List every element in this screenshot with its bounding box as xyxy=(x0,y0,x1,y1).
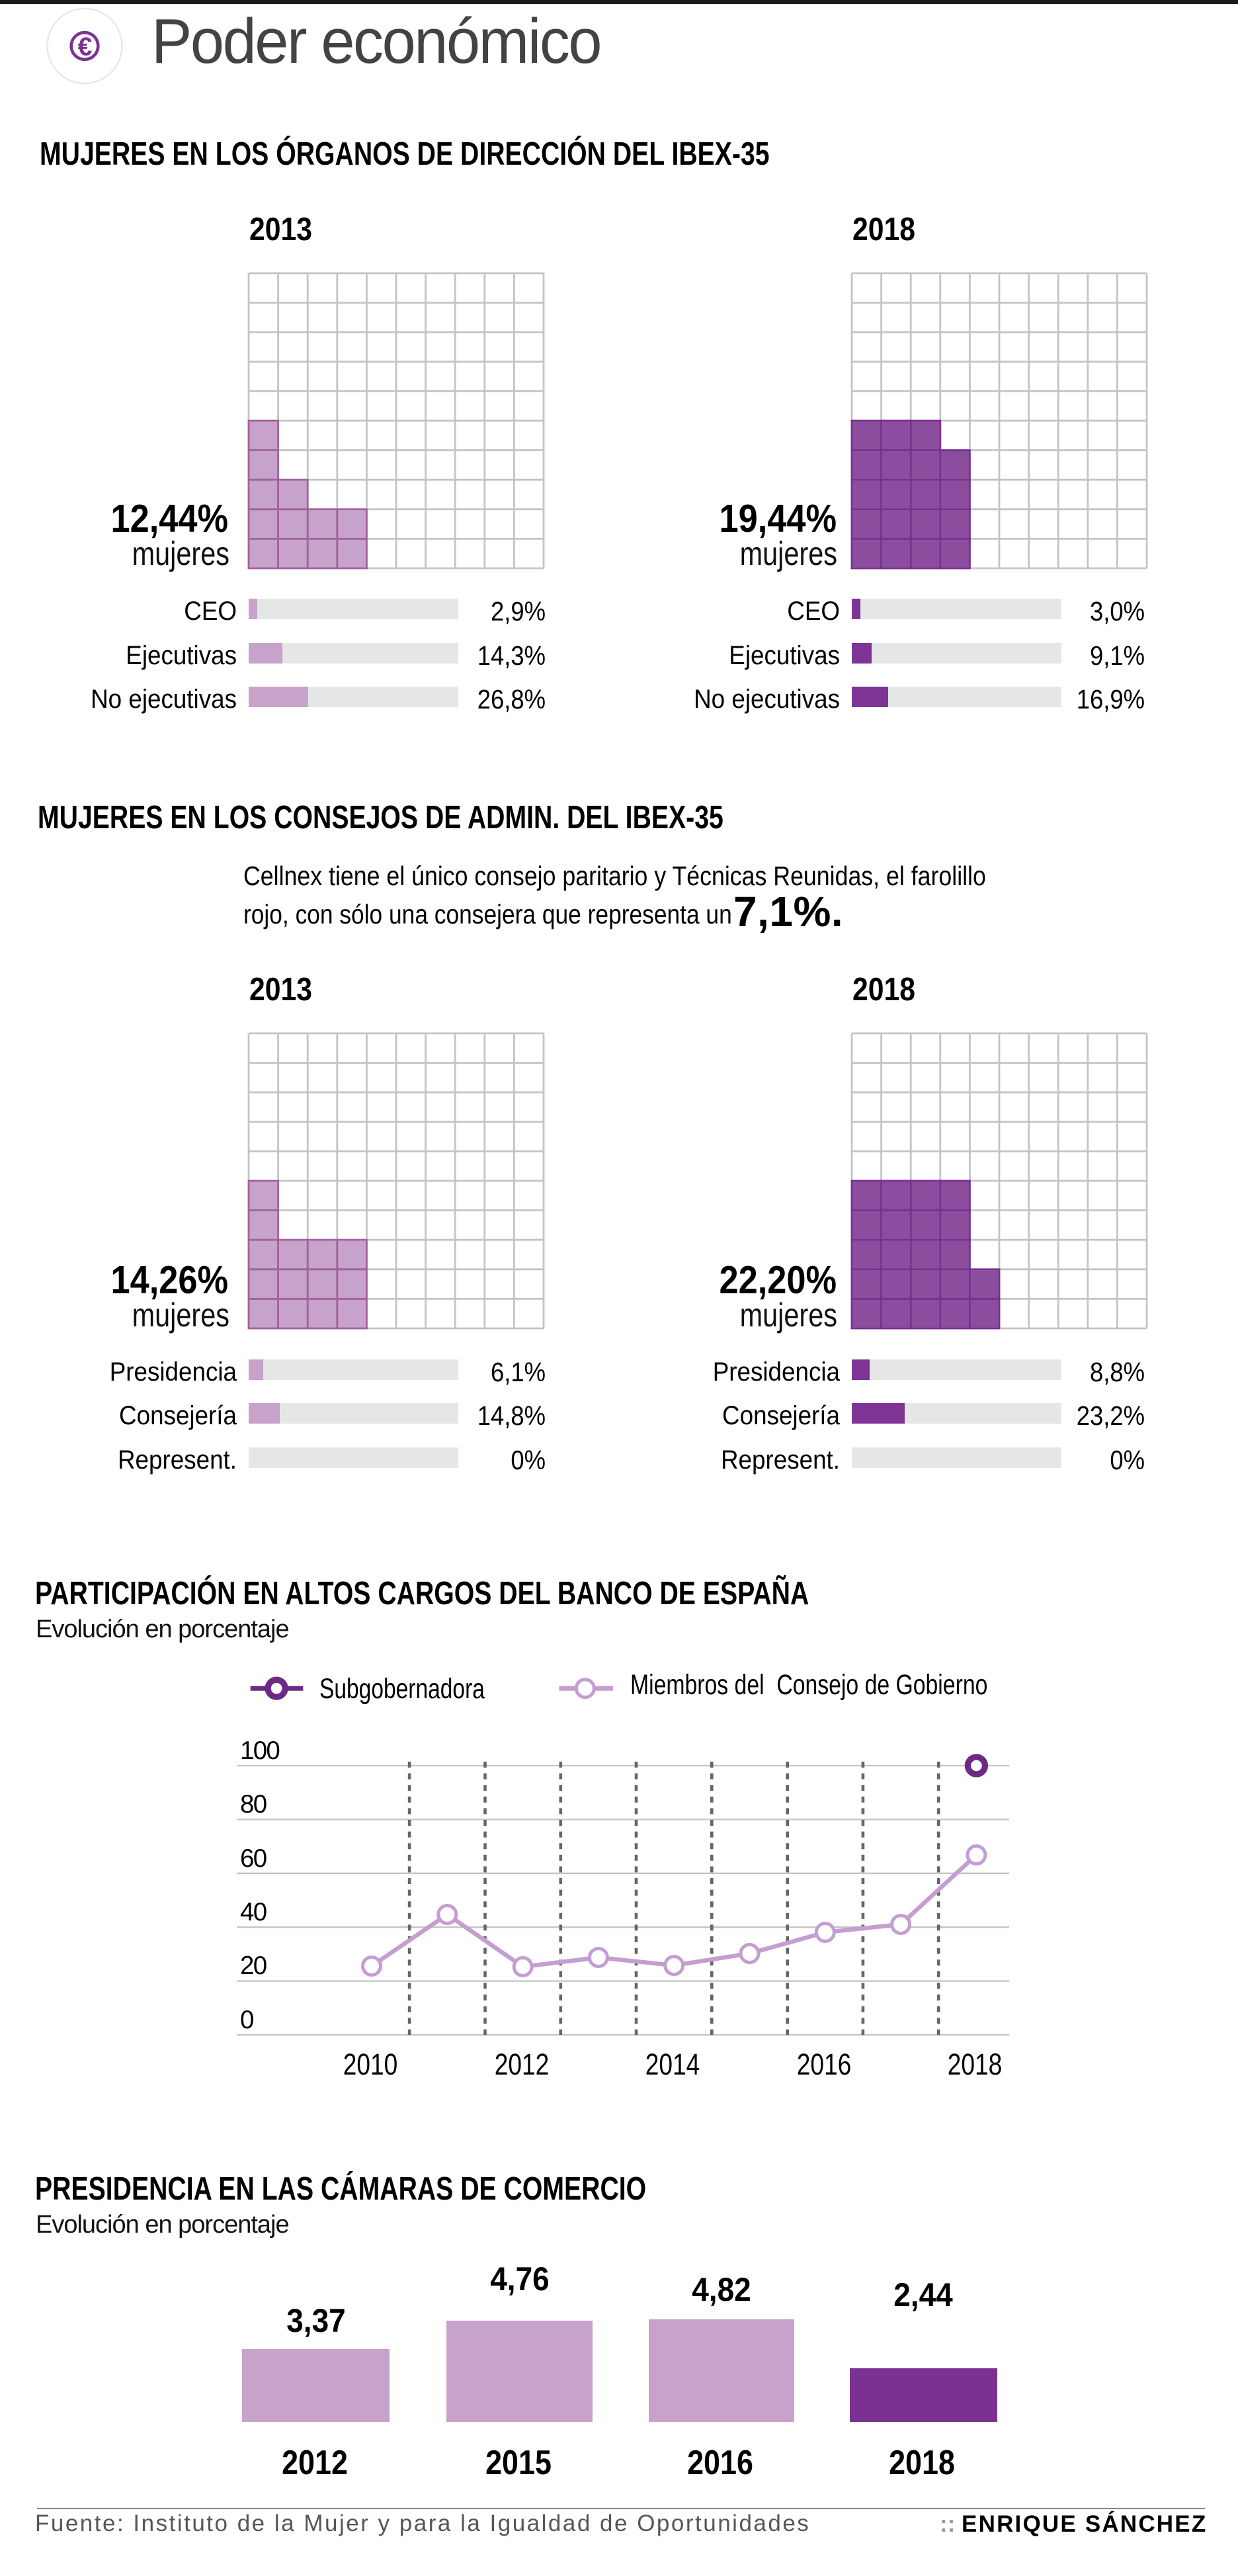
svg-text:€: € xyxy=(78,33,93,62)
